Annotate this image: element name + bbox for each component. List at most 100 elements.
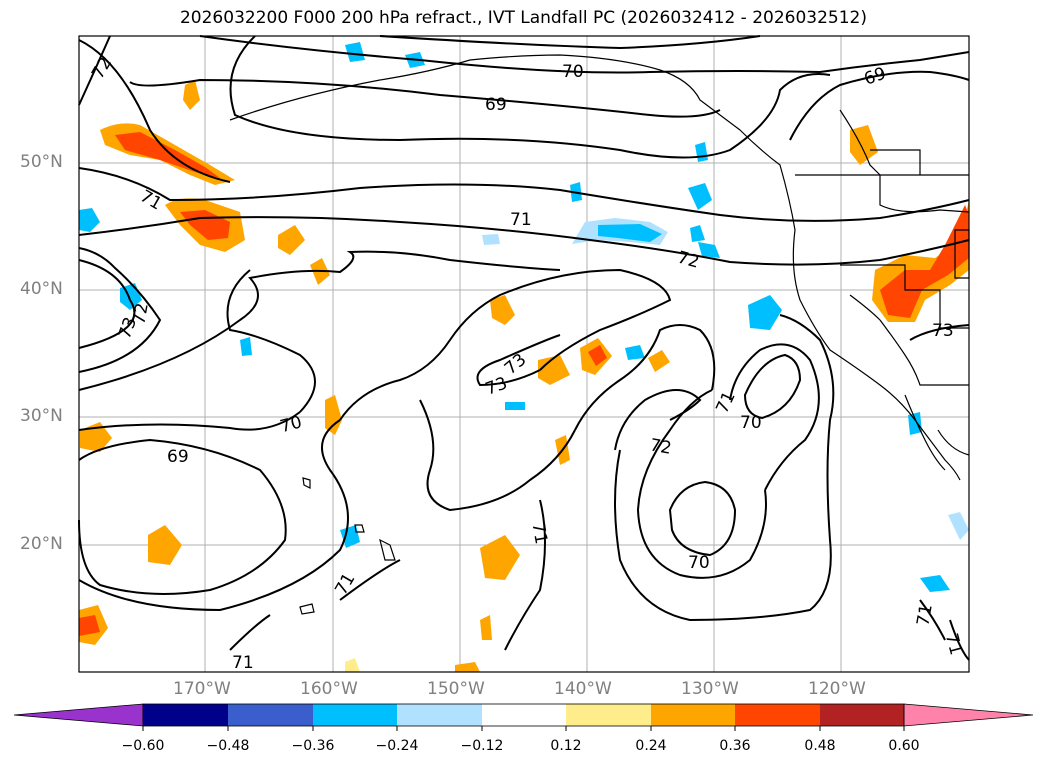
island [299, 603, 315, 615]
border-line [849, 294, 969, 386]
positive-anomaly-patch [588, 345, 607, 366]
contour-line [78, 216, 970, 266]
positive-anomaly-patch [880, 205, 969, 318]
contour-line [614, 389, 702, 451]
negative-anomaly-patch [598, 224, 662, 242]
negative-anomaly-patch [240, 337, 252, 356]
contour-label: 73 [932, 321, 954, 341]
contour-line [909, 324, 970, 341]
contour-line [476, 334, 561, 387]
contour-line [229, 614, 271, 651]
negative-anomaly-patch [625, 345, 645, 360]
island [302, 477, 311, 489]
contour-label: 69 [167, 447, 189, 467]
colorbar-extend-high [903, 703, 1034, 727]
positive-anomaly-patch [850, 125, 878, 165]
lat-label-20n: 20°N [20, 534, 63, 554]
lon-label-130w: 130°W [681, 679, 739, 699]
contour-line [78, 438, 287, 595]
positive-anomaly-patch [79, 615, 100, 636]
positive-anomaly-patch [183, 80, 200, 110]
colorbar-tick-label: 0.36 [719, 738, 751, 754]
contour-line [574, 324, 716, 431]
contour-line [949, 619, 970, 661]
colorbar-frame [142, 703, 905, 727]
negative-anomaly-patch [908, 412, 922, 435]
contour-line [743, 353, 802, 420]
contour-label: 70 [562, 62, 584, 82]
lon-label-120w: 120°W [808, 679, 866, 699]
contour-label: 71 [527, 521, 550, 546]
positive-anomaly-patch [345, 658, 360, 672]
contour-lines [78, 35, 970, 661]
negative-anomaly-patch [79, 208, 100, 232]
contour-line [379, 35, 761, 50]
contour-line [226, 269, 316, 413]
contour-label: 72 [129, 301, 152, 326]
positive-anomaly-patch [325, 395, 342, 435]
colorbar-tick-label: 0.12 [550, 738, 582, 754]
contour-line [729, 343, 820, 491]
lat-label-30n: 30°N [20, 406, 63, 426]
coastline [937, 429, 970, 456]
colorbar-segment [397, 704, 482, 726]
coastline [904, 394, 946, 471]
colorbar-segment [651, 704, 735, 726]
positive-anomaly-patch [490, 295, 515, 325]
negative-anomaly-patch [690, 225, 705, 242]
colorbar-tick-label: −0.36 [291, 738, 335, 754]
positive-anomaly-patch [115, 132, 220, 178]
contour-line [504, 499, 546, 651]
contour-label: 69 [485, 95, 507, 115]
colorbar-extend-low [13, 703, 144, 727]
colorbar-segment [228, 704, 313, 726]
positive-anomaly-patch [648, 350, 670, 372]
map-background [79, 36, 969, 672]
colorbar-segment [143, 704, 228, 726]
contour-label: 71 [510, 210, 532, 230]
contour-line [789, 70, 970, 141]
contour-line [419, 399, 576, 512]
contour-line [614, 314, 835, 622]
contour-label: 72 [648, 435, 673, 458]
negative-anomaly-patch [688, 183, 712, 210]
positive-anomaly-patch [278, 225, 305, 255]
contour-line [129, 78, 721, 118]
positive-anomaly-patch [538, 355, 570, 385]
negative-anomaly-patch [345, 42, 365, 62]
negative-anomaly-patch [505, 402, 525, 410]
lon-label-160w: 160°W [300, 679, 358, 699]
contour-line [78, 250, 561, 391]
contour-line [199, 35, 970, 74]
map-title: 2026032200 F000 200 hPa refract., IVT La… [179, 8, 867, 28]
gridlines [79, 36, 969, 672]
contour-line [78, 247, 162, 373]
contour-line [339, 268, 672, 421]
contour-label: 71 [232, 653, 254, 673]
lat-label-40n: 40°N [20, 279, 63, 299]
colorbar-tick-label: −0.60 [121, 738, 165, 754]
contour-label: 71 [913, 603, 936, 628]
colorbar-segment [820, 704, 904, 726]
lon-label-140w: 140°W [554, 679, 612, 699]
border-line [879, 175, 970, 213]
colorbar-segment [482, 704, 566, 726]
positive-anomaly-patch [455, 662, 480, 672]
contour-label: 70 [688, 553, 710, 573]
contour-line [78, 35, 111, 106]
lat-label-50n: 50°N [20, 152, 63, 172]
island [354, 524, 365, 533]
contour-line [78, 259, 136, 349]
colorbar-tick-label: 0.60 [888, 738, 920, 754]
lon-label-170w: 170°W [173, 679, 231, 699]
border-line [840, 264, 969, 329]
contour-line [636, 389, 767, 579]
positive-anomaly-patch [148, 525, 182, 565]
contour-line [339, 559, 401, 601]
negative-anomaly-patch [920, 575, 950, 592]
island [379, 538, 396, 561]
colorbar-tick-label: −0.12 [460, 738, 504, 754]
colorbar-segment [566, 704, 651, 726]
contour-line [78, 39, 231, 183]
